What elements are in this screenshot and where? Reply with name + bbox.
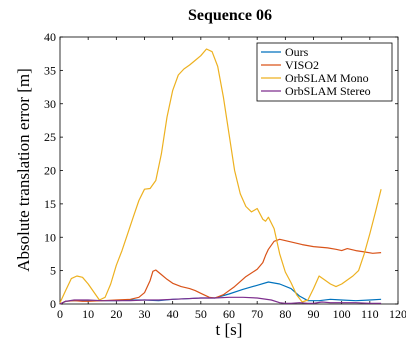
legend-label-ours: Ours (285, 45, 309, 59)
y-tick-label: 20 (44, 164, 56, 178)
series-line-orbslam-mono (59, 48, 382, 303)
y-tick-label: 35 (44, 63, 56, 77)
x-tick-label: 70 (251, 307, 263, 321)
x-tick-label: 30 (139, 307, 151, 321)
x-tick-label: 80 (279, 307, 291, 321)
y-tick-label: 10 (44, 230, 56, 244)
x-tick-label: 10 (82, 307, 94, 321)
x-tick-label: 40 (167, 307, 179, 321)
x-tick-label: 90 (308, 307, 320, 321)
y-tick-label: 0 (50, 297, 56, 311)
x-tick-label: 20 (110, 307, 122, 321)
y-axis-label: Absolute translation error [m] (14, 68, 33, 271)
y-tick-label: 5 (50, 264, 56, 278)
chart-title: Sequence 06 (188, 7, 272, 24)
legend-label-orbslam-mono: OrbSLAM Mono (285, 71, 369, 85)
y-tick-label: 40 (44, 30, 56, 44)
legend-label-orbslam-stereo: OrbSLAM Stereo (285, 84, 371, 98)
x-tick-label: 50 (195, 307, 207, 321)
x-tick-label: 60 (223, 307, 235, 321)
x-tick-label: 100 (333, 307, 351, 321)
legend-label-viso2: VISO2 (285, 58, 319, 72)
x-tick-label: 120 (389, 307, 406, 321)
x-tick-label: 110 (361, 307, 379, 321)
y-tick-label: 15 (44, 197, 56, 211)
x-axis-label: t [s] (216, 320, 243, 339)
y-tick-label: 25 (44, 130, 56, 144)
series-lines (59, 48, 382, 305)
series-line-orbslam-stereo (59, 296, 382, 305)
x-tick-label: 0 (57, 307, 63, 321)
y-tick-label: 30 (44, 97, 56, 111)
axis-ticks: 0 10 20 30 40 50 60 70 80 90 100 110 120 0 5 10 15 20 25 30… (44, 30, 406, 321)
